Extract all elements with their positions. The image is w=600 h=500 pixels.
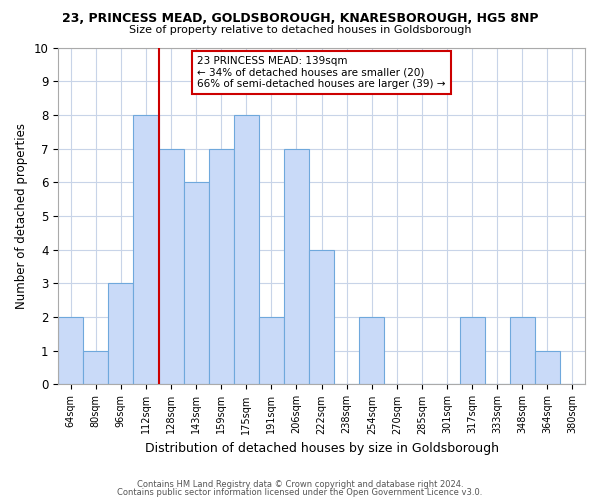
Text: Contains public sector information licensed under the Open Government Licence v3: Contains public sector information licen… xyxy=(118,488,482,497)
Bar xyxy=(535,351,560,384)
Bar xyxy=(58,317,83,384)
Bar xyxy=(158,148,184,384)
Text: Size of property relative to detached houses in Goldsborough: Size of property relative to detached ho… xyxy=(129,25,471,35)
Text: Contains HM Land Registry data © Crown copyright and database right 2024.: Contains HM Land Registry data © Crown c… xyxy=(137,480,463,489)
Bar xyxy=(259,317,284,384)
Bar xyxy=(510,317,535,384)
X-axis label: Distribution of detached houses by size in Goldsborough: Distribution of detached houses by size … xyxy=(145,442,499,455)
Bar xyxy=(234,115,259,384)
Bar xyxy=(133,115,158,384)
Text: 23 PRINCESS MEAD: 139sqm
← 34% of detached houses are smaller (20)
66% of semi-d: 23 PRINCESS MEAD: 139sqm ← 34% of detach… xyxy=(197,56,446,89)
Bar xyxy=(184,182,209,384)
Bar xyxy=(309,250,334,384)
Bar xyxy=(284,148,309,384)
Bar xyxy=(83,351,109,384)
Bar xyxy=(109,284,133,384)
Y-axis label: Number of detached properties: Number of detached properties xyxy=(15,123,28,309)
Bar xyxy=(359,317,384,384)
Bar xyxy=(209,148,234,384)
Bar xyxy=(460,317,485,384)
Text: 23, PRINCESS MEAD, GOLDSBOROUGH, KNARESBOROUGH, HG5 8NP: 23, PRINCESS MEAD, GOLDSBOROUGH, KNARESB… xyxy=(62,12,538,26)
